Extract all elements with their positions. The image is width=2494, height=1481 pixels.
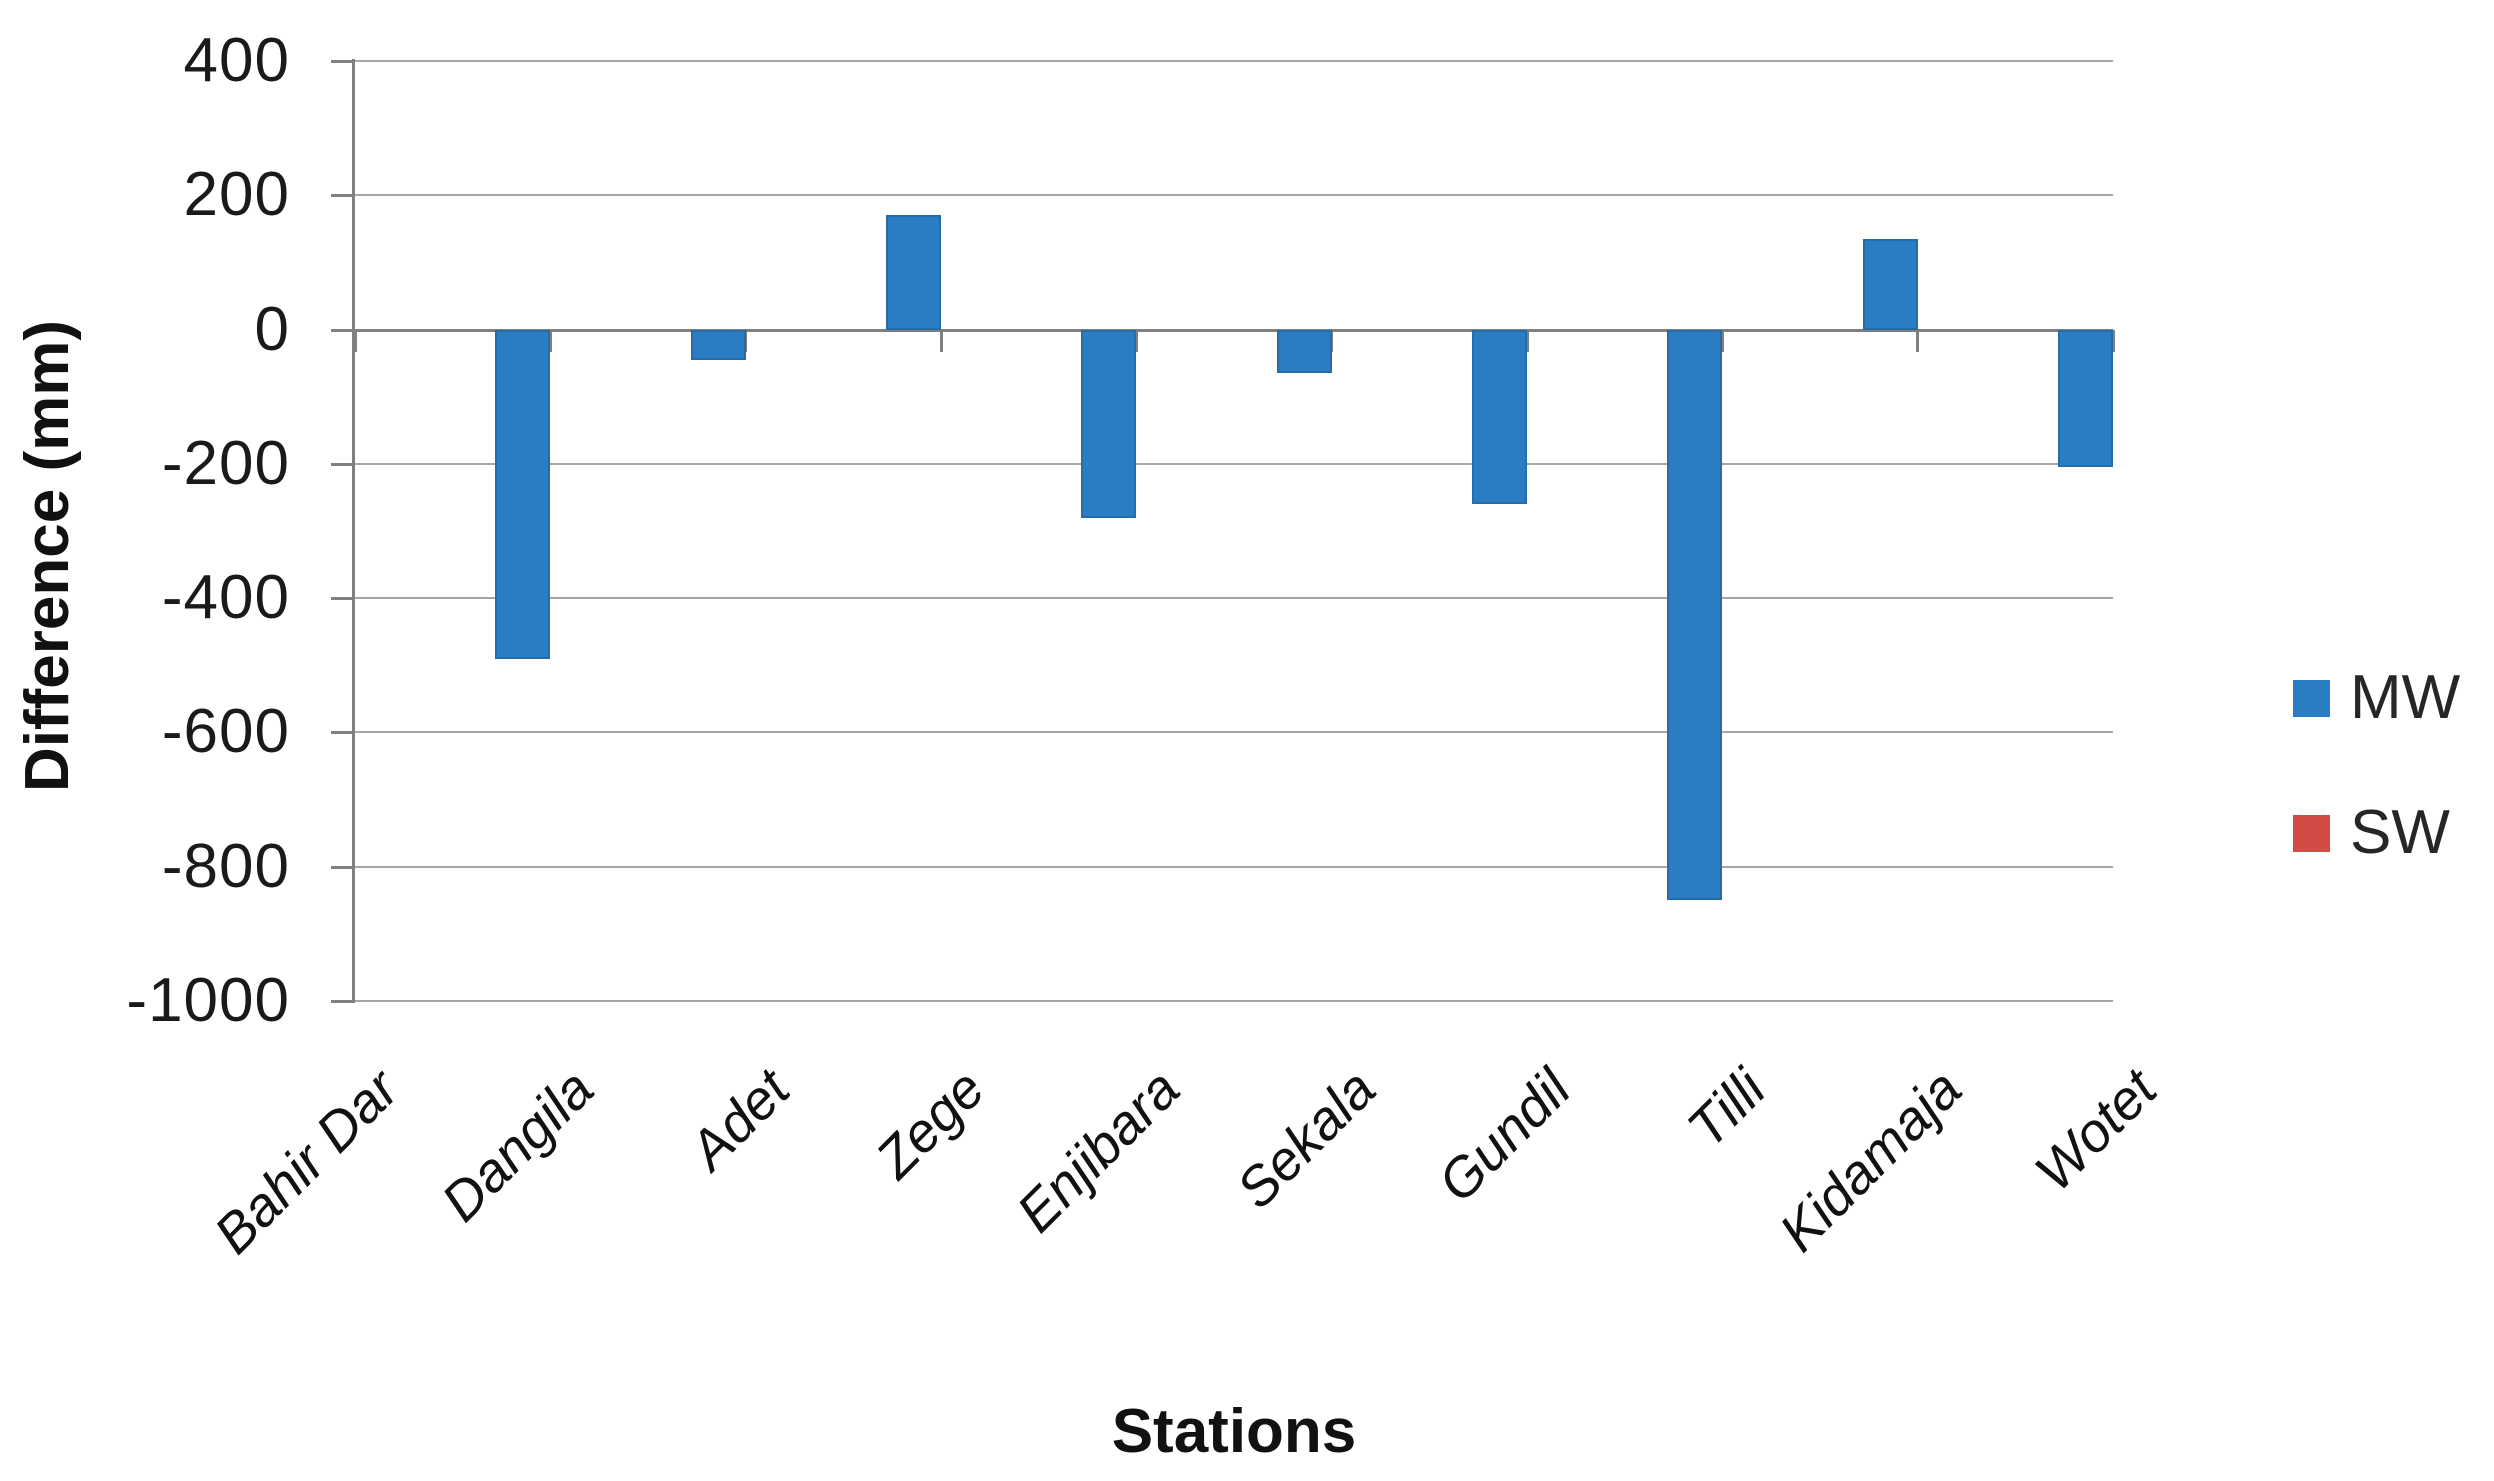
category-tick (353, 329, 357, 352)
x-axis-label: Enjibara (1004, 1057, 1192, 1244)
legend-item-mw: MW (2293, 660, 2460, 736)
y-axis-tick (331, 60, 355, 63)
bar-mw-gundil (1472, 329, 1527, 505)
legend-label-sw: SW (2350, 798, 2450, 867)
x-axis-label: Dangila (429, 1057, 606, 1234)
x-axis-zero-line (355, 328, 2113, 332)
category-tick (1525, 329, 1529, 352)
x-axis-label: Wotet (2022, 1057, 2169, 1203)
category-tick (939, 329, 943, 352)
y-tick-label: -200 (161, 428, 290, 498)
bar-mw-zege (886, 215, 941, 330)
x-axis-label: Adet (676, 1057, 801, 1182)
mw-series-swatch-icon (2293, 679, 2330, 717)
y-tick-label: -1000 (126, 966, 290, 1035)
category-tick (1720, 329, 1724, 352)
y-tick-label: -600 (161, 697, 290, 767)
bar-mw-adet (690, 329, 746, 360)
gridline (355, 194, 2113, 197)
legend-label-mw: MW (2350, 663, 2461, 732)
y-axis-tick (331, 865, 355, 869)
category-tick (1916, 329, 1920, 352)
gridline (355, 462, 2113, 465)
y-axis-tick (331, 731, 355, 735)
y-tick-label: -800 (161, 831, 290, 901)
y-tick-label: 0 (254, 294, 290, 364)
gridline (355, 731, 2113, 734)
category-tick (548, 329, 552, 352)
bar-mw-wotet (2058, 329, 2113, 468)
category-tick (1330, 329, 1334, 352)
bar-mw-sekala (1276, 329, 1332, 374)
bar-mw-dangila (495, 329, 551, 659)
y-tick-label: 200 (183, 160, 290, 230)
x-axis-label: Tilli (1675, 1057, 1778, 1160)
x-axis-label: Kidamaja (1766, 1057, 1973, 1264)
sw-series-swatch-icon (2293, 814, 2330, 852)
category-tick (2111, 329, 2115, 352)
x-axis-label: Gundil (1425, 1057, 1583, 1214)
y-axis-tick (331, 328, 355, 332)
legend-item-sw: SW (2293, 795, 2450, 871)
y-axis-tick (331, 597, 355, 601)
y-axis-tick (331, 194, 355, 198)
category-tick (1134, 329, 1138, 352)
y-tick-label: -400 (161, 563, 290, 633)
bar-mw-enjibara (1081, 329, 1137, 518)
y-axis-tick (331, 462, 355, 466)
y-tick-label: 400 (183, 26, 290, 95)
category-tick (744, 329, 748, 352)
x-axis-label: Zege (863, 1057, 997, 1190)
x-axis-title: Stations (1111, 1397, 1357, 1466)
x-axis-label: Sekala (1224, 1057, 1387, 1221)
gridline (355, 1000, 2113, 1002)
gridline (355, 597, 2113, 600)
y-axis-line (352, 59, 355, 1003)
x-axis-label: Bahir Dar (202, 1057, 411, 1266)
bar-mw-tilli (1667, 329, 1723, 901)
gridline (355, 60, 2113, 62)
gridline (355, 865, 2113, 868)
bar-mw-kidamaja (1862, 238, 1918, 330)
y-axis-tick (331, 1000, 355, 1003)
